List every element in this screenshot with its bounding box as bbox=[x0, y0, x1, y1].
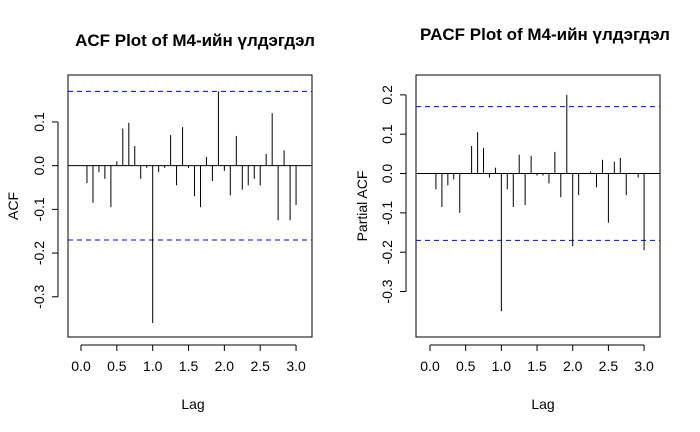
acf-y-tick-label: 0.0 bbox=[31, 156, 47, 176]
acf-y-axis-label: ACF bbox=[5, 192, 21, 220]
acf-x-tick-label: 2.0 bbox=[215, 358, 235, 374]
acf-plot-frame bbox=[68, 75, 312, 337]
pacf-y-tick-label: -0.1 bbox=[379, 201, 395, 225]
acf-title: ACF Plot of M4-ийн үлдэгдэл bbox=[75, 31, 315, 50]
acf-y-tick-label: -0.2 bbox=[31, 241, 47, 265]
acf-y-axis: -0.3 -0.2 -0.1 0.0 0.1 bbox=[31, 112, 58, 309]
acf-x-tick-label: 0.0 bbox=[71, 358, 91, 374]
pacf-x-tick-label: 1.0 bbox=[492, 358, 512, 374]
pacf-y-axis-label: Partial ACF bbox=[354, 171, 370, 242]
acf-spikes bbox=[87, 91, 296, 323]
pacf-spikes bbox=[436, 95, 644, 311]
pacf-x-tick-label: 2.0 bbox=[563, 358, 583, 374]
acf-x-tick-label: 1.0 bbox=[143, 358, 163, 374]
acf-x-tick-label: 3.0 bbox=[286, 358, 306, 374]
acf-x-axis-label: Lag bbox=[181, 396, 204, 412]
pacf-panel: PACF Plot of M4-ийн үлдэгдэл Partial ACF… bbox=[354, 25, 670, 412]
pacf-x-tick-label: 3.0 bbox=[634, 358, 654, 374]
acf-x-axis: 0.0 0.5 1.0 1.5 2.0 2.5 3.0 bbox=[71, 345, 306, 374]
pacf-y-tick-label: 0.1 bbox=[379, 124, 395, 144]
pacf-plot-frame bbox=[416, 75, 660, 337]
pacf-x-tick-label: 0.0 bbox=[420, 358, 440, 374]
acf-y-tick-label: 0.1 bbox=[31, 112, 47, 132]
acf-x-tick-label: 0.5 bbox=[107, 358, 127, 374]
pacf-x-tick-label: 0.5 bbox=[456, 358, 476, 374]
pacf-x-axis: 0.0 0.5 1.0 1.5 2.0 2.5 3.0 bbox=[420, 345, 654, 374]
acf-x-tick-label: 2.5 bbox=[250, 358, 270, 374]
acf-x-tick-label: 1.5 bbox=[179, 358, 199, 374]
pacf-y-axis: -0.3 -0.2 -0.1 0.0 0.1 0.2 bbox=[379, 85, 406, 304]
pacf-y-tick-label: 0.0 bbox=[379, 164, 395, 184]
pacf-title: PACF Plot of M4-ийн үлдэгдэл bbox=[420, 25, 670, 44]
pacf-x-axis-label: Lag bbox=[531, 396, 554, 412]
pacf-y-tick-label: -0.3 bbox=[379, 279, 395, 303]
acf-y-tick-label: -0.1 bbox=[31, 197, 47, 221]
pacf-x-tick-label: 1.5 bbox=[527, 358, 547, 374]
acf-panel: ACF Plot of M4-ийн үлдэгдэл ACF Lag 0.0 0… bbox=[5, 31, 315, 412]
pacf-y-tick-label: 0.2 bbox=[379, 85, 395, 105]
pacf-y-tick-label: -0.2 bbox=[379, 240, 395, 264]
acf-y-tick-label: -0.3 bbox=[31, 285, 47, 309]
pacf-x-tick-label: 2.5 bbox=[599, 358, 619, 374]
